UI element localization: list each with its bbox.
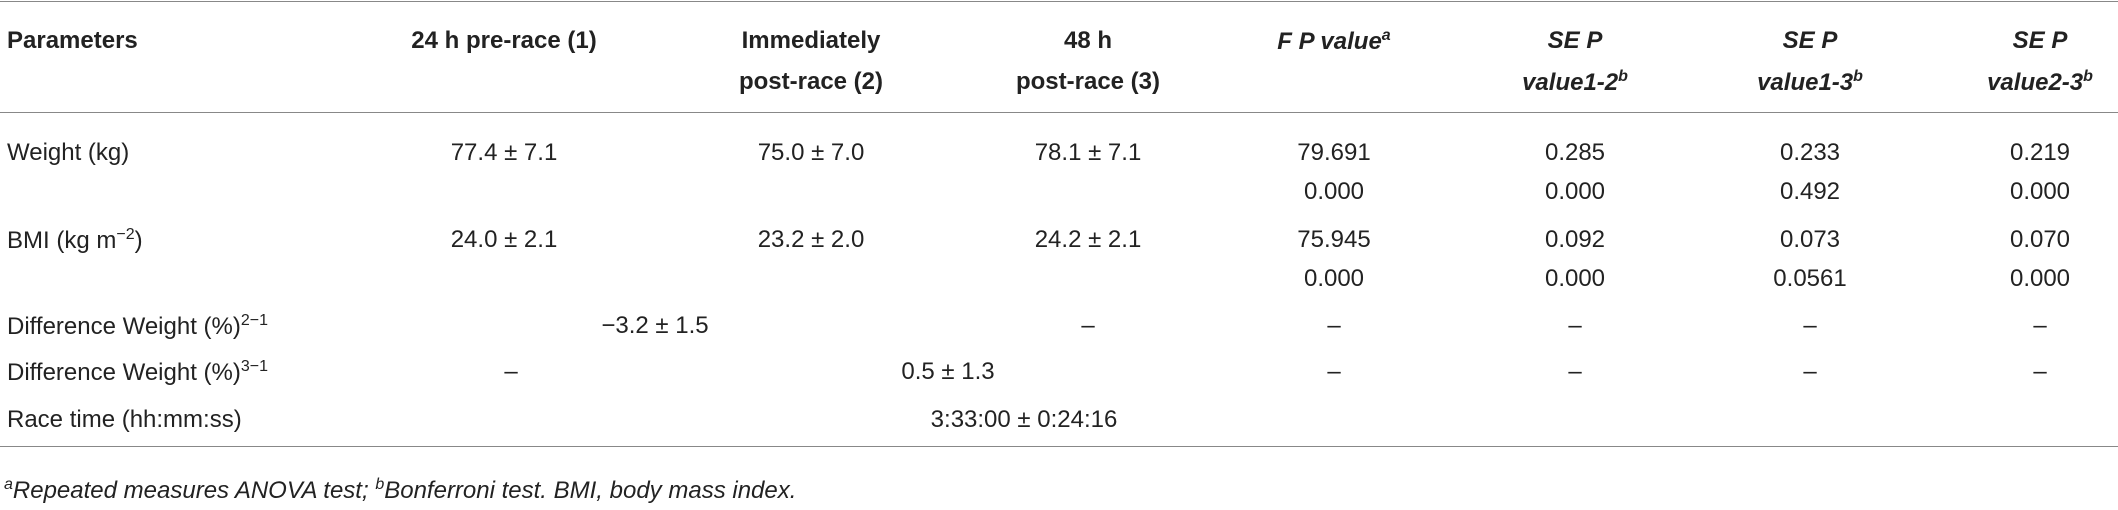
cell: 0.000	[1303, 265, 1365, 292]
cell: 77.4 ± 7.1	[450, 139, 558, 166]
label-text: )	[134, 227, 143, 254]
cell: 0.092	[1544, 226, 1606, 253]
header-cell: SE P	[1548, 29, 1603, 53]
superscript: b	[375, 476, 385, 493]
header-text: post-race (2)	[738, 68, 884, 95]
header-text: Parameters	[7, 27, 138, 54]
header-cell: Immediately	[742, 29, 881, 53]
cell: –	[1568, 312, 1582, 339]
header-cell: SE P	[2013, 29, 2068, 53]
superscript: a	[1381, 27, 1391, 44]
cell: −3.2 ± 1.5	[601, 312, 709, 339]
header-text: F P value	[1277, 28, 1382, 55]
rule	[0, 1, 2118, 2]
cell: –	[1803, 312, 1817, 339]
cell: 23.2 ± 2.0	[757, 226, 865, 253]
superscript: a	[4, 476, 13, 493]
cell: 0.000	[1544, 178, 1606, 205]
label-text: Weight (kg)	[7, 139, 130, 166]
cell: 0.285	[1544, 139, 1606, 166]
cell: –	[2033, 312, 2047, 339]
cell: 0.000	[1544, 265, 1606, 292]
superscript: b	[1853, 68, 1863, 85]
cell: –	[1568, 358, 1582, 385]
header-cell: post-race (2)	[739, 70, 883, 94]
cell: –	[1327, 358, 1341, 385]
row-label: Race time (hh:mm:ss)	[7, 408, 242, 432]
superscript: 2−1	[240, 312, 269, 329]
cell: 0.5 ± 1.3	[901, 358, 995, 385]
header-cell: value1-3b	[1757, 69, 1863, 95]
header-text: value2-3	[1987, 69, 2084, 96]
header-text: SE P	[2012, 27, 2068, 54]
label-text: Difference Weight (%)	[7, 359, 241, 386]
cell: 24.0 ± 2.1	[450, 226, 558, 253]
cell: 24.2 ± 2.1	[1034, 226, 1142, 253]
footnote-text: Repeated measures ANOVA test;	[12, 477, 376, 504]
cell: 0.000	[2009, 178, 2071, 205]
header-text: 24 h pre-race (1)	[411, 27, 597, 54]
header-cell: 24 h pre-race (1)	[411, 29, 596, 53]
label-text: Difference Weight (%)	[7, 313, 241, 340]
superscript: b	[1618, 68, 1628, 85]
row-label: BMI (kg m−2)	[7, 227, 143, 253]
cell: 78.1 ± 7.1	[1034, 139, 1142, 166]
superscript: −2	[116, 226, 135, 243]
cell: –	[1327, 312, 1341, 339]
cell: –	[2033, 358, 2047, 385]
header-cell: post-race (3)	[1016, 70, 1160, 94]
superscript: b	[2083, 68, 2093, 85]
cell: 3:33:00 ± 0:24:16	[930, 406, 1118, 433]
footnote-text: Bonferroni test. BMI, body mass index.	[384, 477, 797, 504]
header-cell: SE P	[1783, 29, 1838, 53]
cell: 0.0561	[1773, 265, 1847, 292]
footnote: aRepeated measures ANOVA test; bBonferro…	[4, 477, 796, 503]
cell: 0.233	[1779, 139, 1841, 166]
superscript: 3−1	[240, 358, 269, 375]
cell: 75.945	[1297, 226, 1371, 253]
cell: 79.691	[1297, 139, 1371, 166]
header-text: value1-3	[1757, 69, 1854, 96]
header-cell: Parameters	[7, 29, 138, 53]
row-label: Difference Weight (%)2−1	[7, 313, 268, 339]
cell: 0.219	[2009, 139, 2071, 166]
rule	[0, 112, 2118, 113]
cell: –	[1803, 358, 1817, 385]
header-text: value1-2	[1522, 69, 1619, 96]
label-text: Race time (hh:mm:ss)	[7, 406, 242, 433]
cell: –	[504, 358, 518, 385]
header-cell: value2-3b	[1987, 69, 2093, 95]
header-text: SE P	[1547, 27, 1603, 54]
cell: 75.0 ± 7.0	[757, 139, 865, 166]
cell: 0.073	[1779, 226, 1841, 253]
row-label: Difference Weight (%)3−1	[7, 359, 268, 385]
rule	[0, 446, 2118, 447]
cell: 0.000	[2009, 265, 2071, 292]
header-cell: value1-2b	[1522, 69, 1628, 95]
header-cell: F P valuea	[1277, 28, 1390, 54]
row-label: Weight (kg)	[7, 141, 129, 165]
cell: –	[1081, 312, 1095, 339]
header-text: post-race (3)	[1015, 68, 1161, 95]
cell: 0.492	[1779, 178, 1841, 205]
label-text: BMI (kg m	[7, 227, 117, 254]
header-text: 48 h	[1063, 27, 1113, 54]
cell: 0.000	[1303, 178, 1365, 205]
header-text: SE P	[1782, 27, 1838, 54]
header-cell: 48 h	[1064, 29, 1112, 53]
header-text: Immediately	[741, 27, 881, 54]
cell: 0.070	[2009, 226, 2071, 253]
